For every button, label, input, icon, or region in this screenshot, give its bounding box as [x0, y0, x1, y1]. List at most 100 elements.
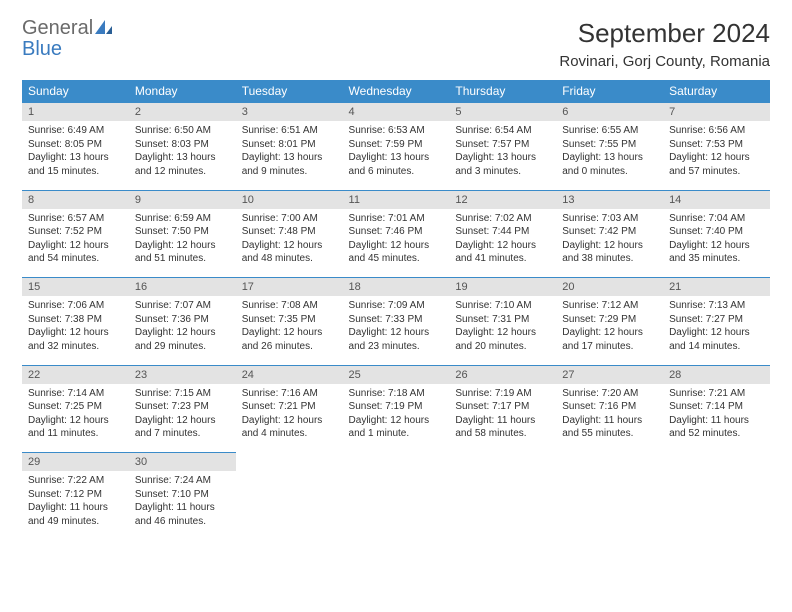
daylight-text: Daylight: 12 hours and 23 minutes.: [349, 326, 444, 353]
day-number-cell: 15: [22, 278, 129, 297]
logo-sail-icon: [95, 20, 113, 39]
daylight-text: Daylight: 13 hours and 12 minutes.: [135, 151, 230, 178]
sunrise-text: Sunrise: 7:15 AM: [135, 387, 230, 401]
day-number-cell: 21: [663, 278, 770, 297]
daylight-text: Daylight: 12 hours and 14 minutes.: [669, 326, 764, 353]
sunset-text: Sunset: 7:48 PM: [242, 225, 337, 239]
sunrise-text: Sunrise: 7:24 AM: [135, 474, 230, 488]
daylight-text: Daylight: 11 hours and 49 minutes.: [28, 501, 123, 528]
day-detail-cell: Sunrise: 6:59 AMSunset: 7:50 PMDaylight:…: [129, 209, 236, 274]
sunrise-text: Sunrise: 7:22 AM: [28, 474, 123, 488]
daylight-text: Daylight: 11 hours and 58 minutes.: [455, 414, 550, 441]
day-detail-cell: Sunrise: 7:03 AMSunset: 7:42 PMDaylight:…: [556, 209, 663, 274]
sunrise-text: Sunrise: 7:03 AM: [562, 212, 657, 226]
sunset-text: Sunset: 7:46 PM: [349, 225, 444, 239]
sunrise-text: Sunrise: 7:14 AM: [28, 387, 123, 401]
day-number-cell: [236, 453, 343, 472]
daylight-text: Daylight: 12 hours and 54 minutes.: [28, 239, 123, 266]
daylight-text: Daylight: 12 hours and 48 minutes.: [242, 239, 337, 266]
week-detail-row: Sunrise: 7:22 AMSunset: 7:12 PMDaylight:…: [22, 471, 770, 536]
daylight-text: Daylight: 12 hours and 57 minutes.: [669, 151, 764, 178]
sunrise-text: Sunrise: 7:12 AM: [562, 299, 657, 313]
day-detail-cell: Sunrise: 7:04 AMSunset: 7:40 PMDaylight:…: [663, 209, 770, 274]
day-detail-cell: Sunrise: 6:51 AMSunset: 8:01 PMDaylight:…: [236, 121, 343, 186]
logo-blue: Blue: [22, 38, 62, 60]
sunrise-text: Sunrise: 7:16 AM: [242, 387, 337, 401]
sunrise-text: Sunrise: 7:08 AM: [242, 299, 337, 313]
day-number-cell: [556, 453, 663, 472]
sunrise-text: Sunrise: 7:20 AM: [562, 387, 657, 401]
day-detail-cell: [449, 471, 556, 536]
sunrise-text: Sunrise: 7:18 AM: [349, 387, 444, 401]
week-detail-row: Sunrise: 7:06 AMSunset: 7:38 PMDaylight:…: [22, 296, 770, 361]
daylight-text: Daylight: 12 hours and 38 minutes.: [562, 239, 657, 266]
daylight-text: Daylight: 11 hours and 46 minutes.: [135, 501, 230, 528]
day-number-cell: 4: [343, 103, 450, 122]
day-number-cell: 1: [22, 103, 129, 122]
logo-general: General: [22, 17, 93, 39]
day-detail-cell: Sunrise: 7:08 AMSunset: 7:35 PMDaylight:…: [236, 296, 343, 361]
sunset-text: Sunset: 7:36 PM: [135, 313, 230, 327]
sunrise-text: Sunrise: 7:13 AM: [669, 299, 764, 313]
week-daynum-row: 1234567: [22, 103, 770, 122]
sunset-text: Sunset: 8:05 PM: [28, 138, 123, 152]
sunset-text: Sunset: 7:21 PM: [242, 400, 337, 414]
dow-sunday: Sunday: [22, 80, 129, 103]
sunrise-text: Sunrise: 6:57 AM: [28, 212, 123, 226]
day-detail-cell: Sunrise: 6:55 AMSunset: 7:55 PMDaylight:…: [556, 121, 663, 186]
sunrise-text: Sunrise: 7:04 AM: [669, 212, 764, 226]
calendar-body: 1234567Sunrise: 6:49 AMSunset: 8:05 PMDa…: [22, 103, 770, 537]
dow-monday: Monday: [129, 80, 236, 103]
week-detail-row: Sunrise: 6:49 AMSunset: 8:05 PMDaylight:…: [22, 121, 770, 186]
sunrise-text: Sunrise: 6:53 AM: [349, 124, 444, 138]
daylight-text: Daylight: 11 hours and 52 minutes.: [669, 414, 764, 441]
day-number-cell: 13: [556, 190, 663, 209]
daylight-text: Daylight: 13 hours and 6 minutes.: [349, 151, 444, 178]
daylight-text: Daylight: 12 hours and 20 minutes.: [455, 326, 550, 353]
sunset-text: Sunset: 7:23 PM: [135, 400, 230, 414]
sunset-text: Sunset: 7:53 PM: [669, 138, 764, 152]
sunset-text: Sunset: 7:10 PM: [135, 488, 230, 502]
sunset-text: Sunset: 7:50 PM: [135, 225, 230, 239]
daylight-text: Daylight: 12 hours and 17 minutes.: [562, 326, 657, 353]
day-number-cell: 2: [129, 103, 236, 122]
day-detail-cell: Sunrise: 6:53 AMSunset: 7:59 PMDaylight:…: [343, 121, 450, 186]
sunset-text: Sunset: 8:01 PM: [242, 138, 337, 152]
daylight-text: Daylight: 13 hours and 9 minutes.: [242, 151, 337, 178]
day-number-cell: [449, 453, 556, 472]
sunset-text: Sunset: 7:12 PM: [28, 488, 123, 502]
week-daynum-row: 891011121314: [22, 190, 770, 209]
day-detail-cell: Sunrise: 7:06 AMSunset: 7:38 PMDaylight:…: [22, 296, 129, 361]
daylight-text: Daylight: 12 hours and 45 minutes.: [349, 239, 444, 266]
day-detail-cell: Sunrise: 6:54 AMSunset: 7:57 PMDaylight:…: [449, 121, 556, 186]
sunset-text: Sunset: 7:42 PM: [562, 225, 657, 239]
day-detail-cell: Sunrise: 7:13 AMSunset: 7:27 PMDaylight:…: [663, 296, 770, 361]
calendar-table: Sunday Monday Tuesday Wednesday Thursday…: [22, 80, 770, 536]
sunset-text: Sunset: 7:25 PM: [28, 400, 123, 414]
daylight-text: Daylight: 12 hours and 4 minutes.: [242, 414, 337, 441]
day-detail-cell: [556, 471, 663, 536]
day-detail-cell: Sunrise: 7:19 AMSunset: 7:17 PMDaylight:…: [449, 384, 556, 449]
sunrise-text: Sunrise: 6:51 AM: [242, 124, 337, 138]
sunrise-text: Sunrise: 6:56 AM: [669, 124, 764, 138]
dow-wednesday: Wednesday: [343, 80, 450, 103]
daylight-text: Daylight: 12 hours and 11 minutes.: [28, 414, 123, 441]
daylight-text: Daylight: 12 hours and 41 minutes.: [455, 239, 550, 266]
day-detail-cell: Sunrise: 7:15 AMSunset: 7:23 PMDaylight:…: [129, 384, 236, 449]
day-detail-cell: Sunrise: 7:07 AMSunset: 7:36 PMDaylight:…: [129, 296, 236, 361]
sunset-text: Sunset: 7:52 PM: [28, 225, 123, 239]
day-detail-cell: Sunrise: 6:57 AMSunset: 7:52 PMDaylight:…: [22, 209, 129, 274]
sunset-text: Sunset: 7:55 PM: [562, 138, 657, 152]
sunrise-text: Sunrise: 6:59 AM: [135, 212, 230, 226]
day-detail-cell: [663, 471, 770, 536]
sunrise-text: Sunrise: 7:19 AM: [455, 387, 550, 401]
day-detail-cell: Sunrise: 7:21 AMSunset: 7:14 PMDaylight:…: [663, 384, 770, 449]
dow-tuesday: Tuesday: [236, 80, 343, 103]
sunset-text: Sunset: 7:59 PM: [349, 138, 444, 152]
sunset-text: Sunset: 7:57 PM: [455, 138, 550, 152]
day-number-cell: 20: [556, 278, 663, 297]
sunset-text: Sunset: 7:38 PM: [28, 313, 123, 327]
daylight-text: Daylight: 12 hours and 26 minutes.: [242, 326, 337, 353]
day-number-cell: [663, 453, 770, 472]
day-number-cell: 27: [556, 365, 663, 384]
